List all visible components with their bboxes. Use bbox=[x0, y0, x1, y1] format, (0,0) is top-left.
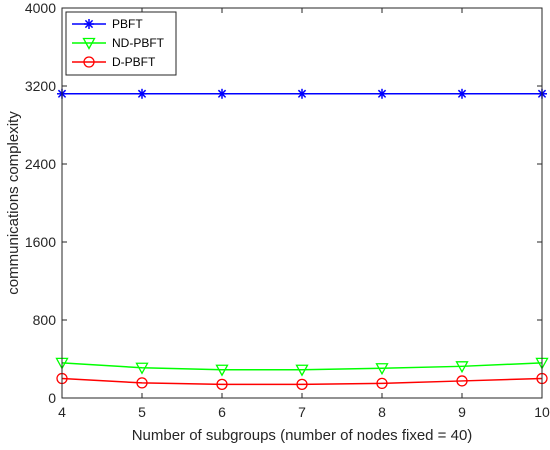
data-point bbox=[217, 88, 227, 99]
y-tick-label: 800 bbox=[33, 312, 57, 328]
x-tick-label: 7 bbox=[298, 404, 306, 420]
data-point bbox=[377, 88, 387, 99]
x-tick-label: 10 bbox=[534, 404, 550, 420]
series-layer bbox=[55, 88, 549, 391]
y-axis: 0 800 1600 2400 3200 4000 bbox=[25, 0, 542, 406]
series-line bbox=[61, 362, 543, 371]
y-tick-label: 4000 bbox=[25, 0, 56, 16]
x-tick-label: 4 bbox=[58, 404, 66, 420]
data-point bbox=[376, 377, 388, 390]
data-point bbox=[135, 362, 149, 375]
data-point bbox=[84, 19, 94, 29]
data-point bbox=[456, 375, 468, 387]
y-tick-label: 2400 bbox=[25, 156, 56, 172]
data-point bbox=[455, 361, 469, 374]
legend-label: D-PBFT bbox=[112, 55, 156, 69]
x-tick-label: 6 bbox=[218, 404, 226, 420]
data-point bbox=[297, 88, 307, 99]
y-axis-label: communications complexity bbox=[5, 111, 22, 295]
legend-label: ND-PBFT bbox=[112, 36, 165, 50]
plot-frame bbox=[61, 7, 543, 399]
x-tick-label: 9 bbox=[458, 404, 466, 420]
data-point bbox=[296, 378, 308, 391]
x-axis: 4 5 6 7 8 9 10 bbox=[58, 8, 550, 420]
x-tick-label: 8 bbox=[378, 404, 386, 420]
data-point bbox=[295, 364, 309, 377]
legend: PBFT ND-PBFT D-PBFT bbox=[65, 11, 177, 76]
y-tick-label: 0 bbox=[48, 390, 56, 406]
y-tick-label: 3200 bbox=[25, 78, 56, 94]
data-point bbox=[216, 378, 228, 391]
x-axis-label: Number of subgroups (number of nodes fix… bbox=[132, 427, 473, 444]
data-point bbox=[136, 377, 148, 389]
data-point bbox=[375, 363, 389, 376]
x-tick-label: 5 bbox=[138, 404, 146, 420]
data-point bbox=[457, 88, 467, 99]
data-point bbox=[83, 56, 95, 68]
y-tick-label: 1600 bbox=[25, 234, 56, 250]
series-line bbox=[61, 377, 543, 386]
data-point bbox=[215, 364, 229, 377]
legend-label: PBFT bbox=[112, 17, 143, 31]
data-point bbox=[82, 37, 96, 50]
data-point bbox=[137, 88, 147, 99]
